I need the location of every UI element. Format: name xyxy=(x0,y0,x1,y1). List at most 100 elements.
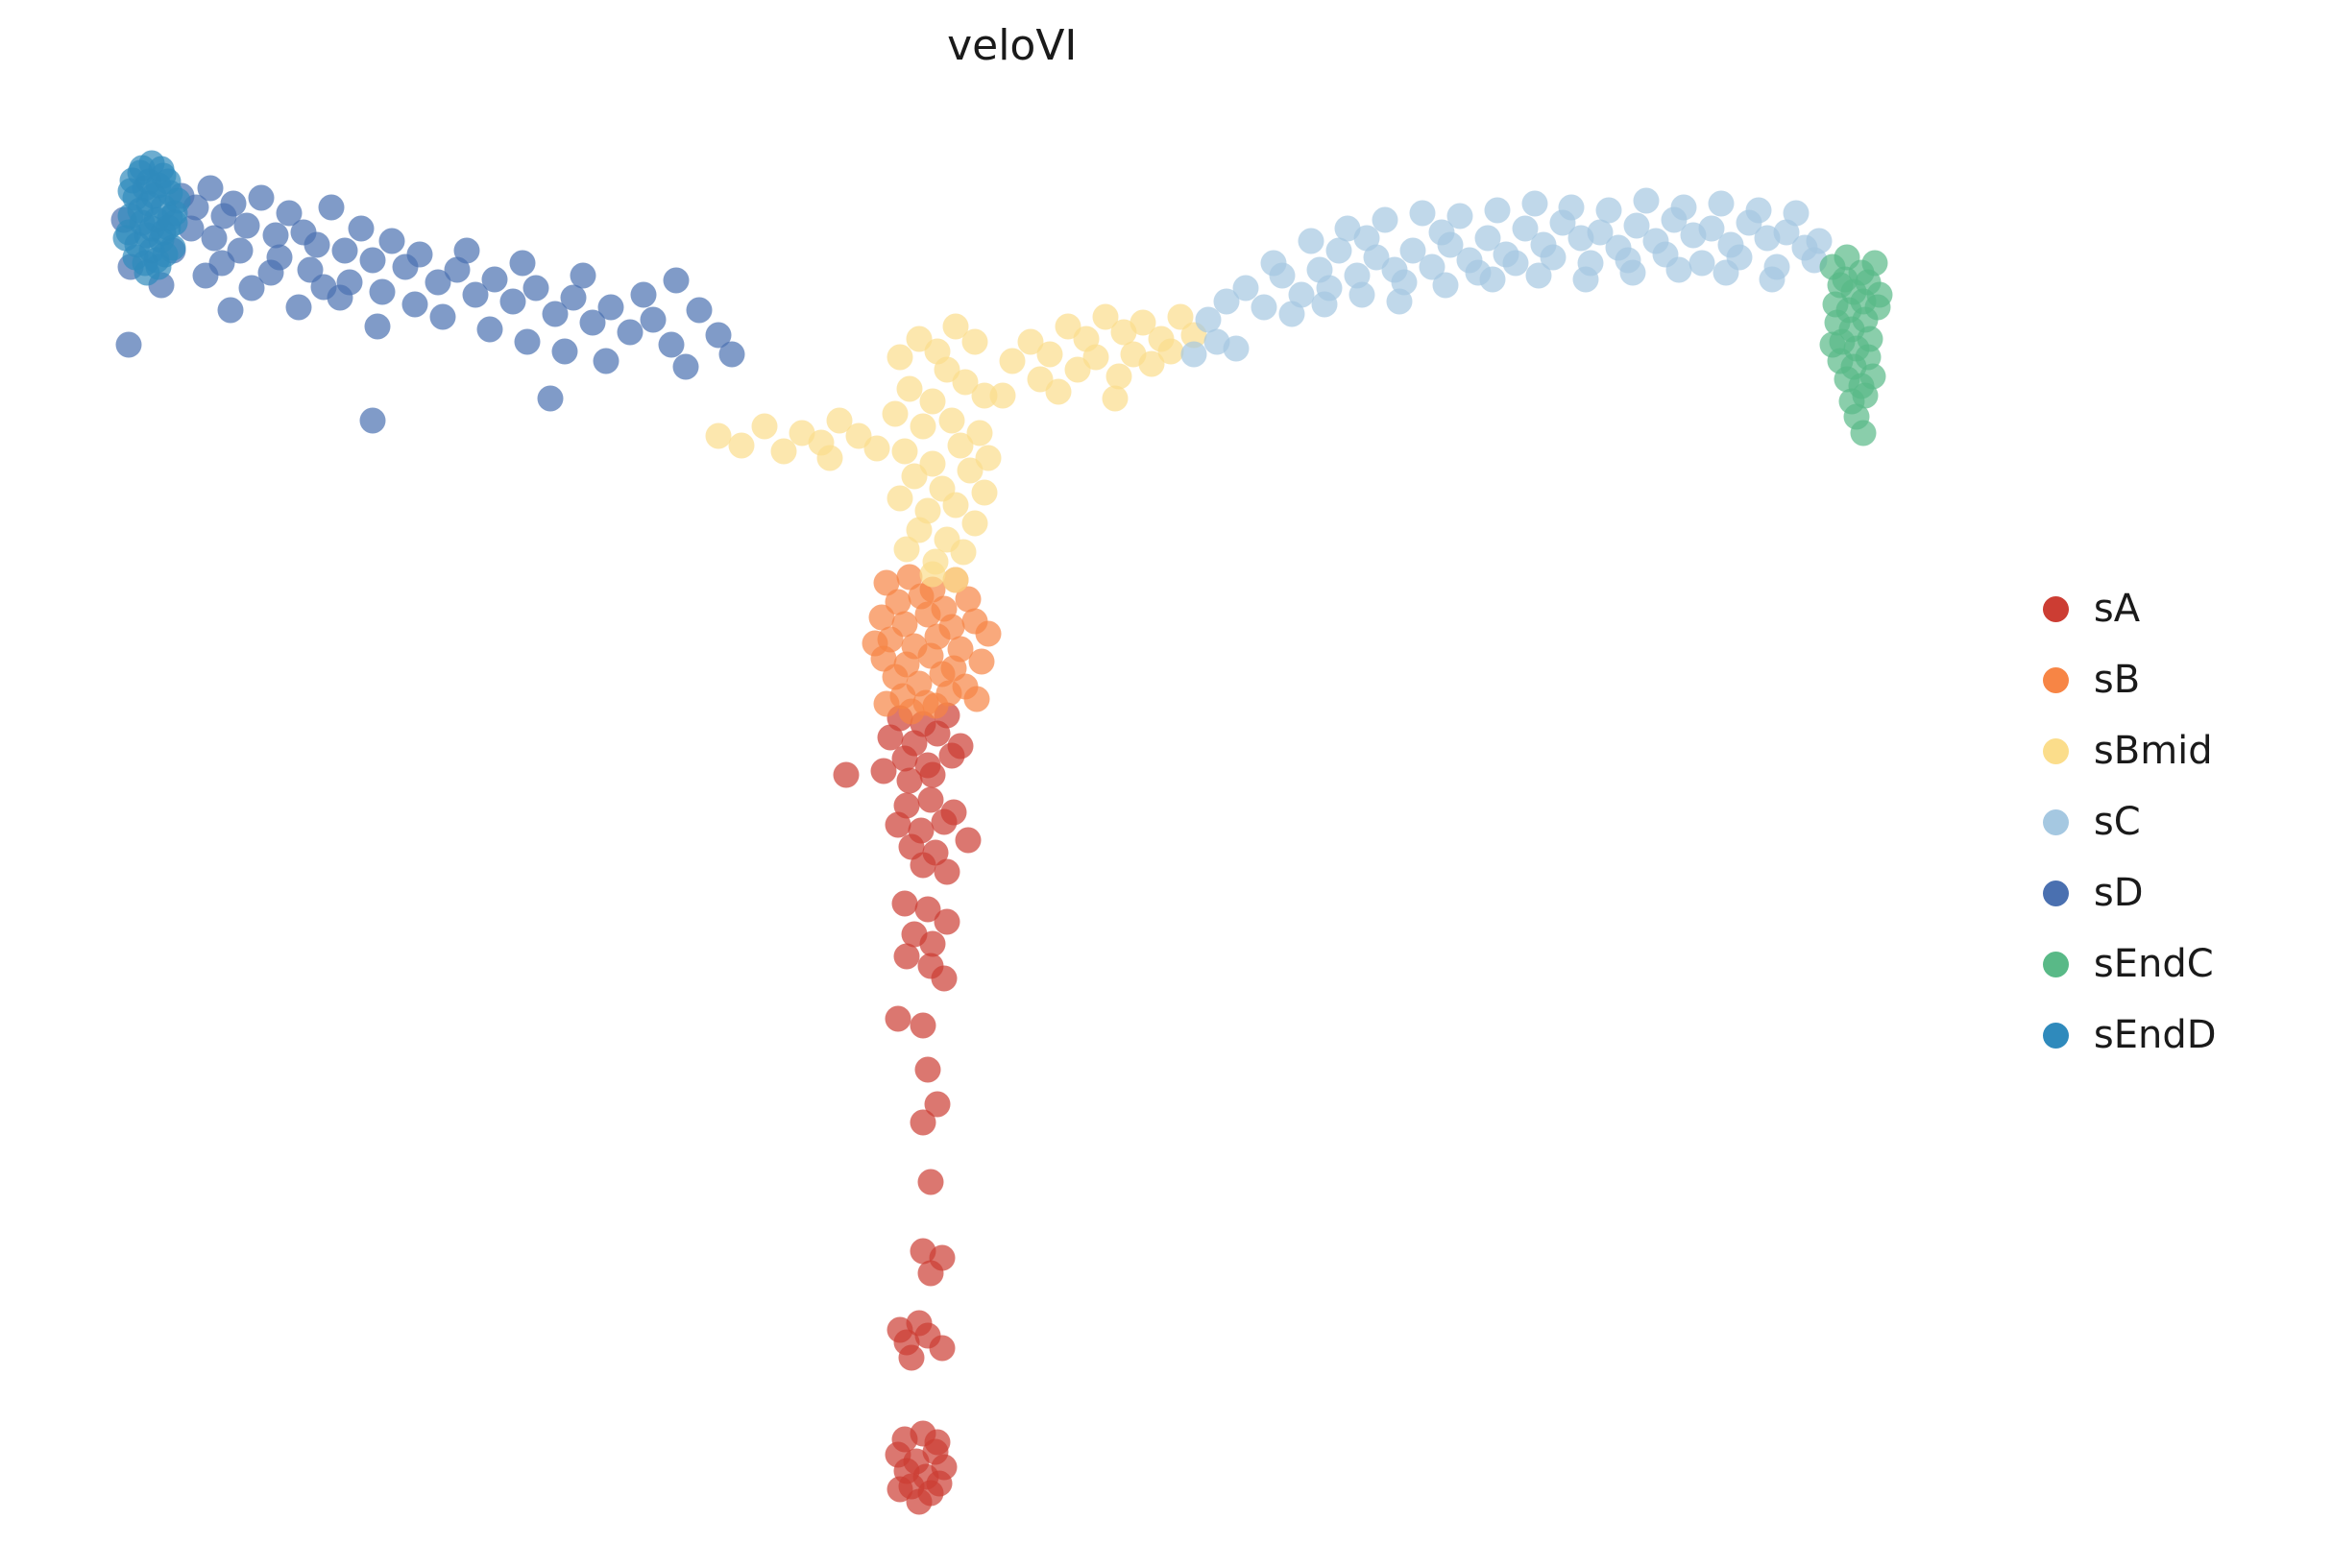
scatter-point-sBmid xyxy=(919,561,946,588)
scatter-point-sD xyxy=(248,184,275,211)
legend-swatch-icon xyxy=(2042,595,2069,622)
scatter-point-sA xyxy=(924,720,951,747)
legend-item-sEndD: sEndD xyxy=(2042,1012,2217,1058)
scatter-point-sB xyxy=(873,690,900,717)
legend: sA sB sBmid sC sD sEndC sEndD xyxy=(2042,587,2217,1058)
scatter-point-sA xyxy=(833,761,860,788)
scatter-point-sA xyxy=(893,943,920,970)
legend-item-sA: sA xyxy=(2042,587,2217,632)
scatter-point-sBmid xyxy=(957,457,984,484)
scatter-point-sD xyxy=(597,294,624,321)
scatter-point-sBmid xyxy=(896,375,923,402)
scatter-point-sA xyxy=(870,758,897,784)
scatter-point-sA xyxy=(914,1056,941,1083)
scatter-point-sC xyxy=(1670,194,1697,221)
scatter-point-sD xyxy=(718,341,745,368)
scatter-point-sBmid xyxy=(942,567,969,593)
scatter-point-sA xyxy=(896,767,923,794)
scatter-point-sD xyxy=(658,331,685,358)
scatter-point-sD xyxy=(233,212,260,239)
scatter-point-sC xyxy=(1311,291,1338,318)
scatter-point-sA xyxy=(919,761,946,788)
scatter-point-sC xyxy=(1484,197,1511,224)
scatter-point-sC xyxy=(1688,250,1715,277)
scatter-point-sA xyxy=(910,852,936,879)
scatter-point-sEndD xyxy=(129,155,156,181)
scatter-point-sD xyxy=(285,294,312,321)
scatter-point-sEndC xyxy=(1859,363,1886,390)
legend-label: sBmid xyxy=(2093,728,2213,773)
scatter-point-sA xyxy=(910,1109,936,1136)
scatter-point-sD xyxy=(310,274,337,301)
scatter-point-sA xyxy=(934,858,960,885)
scatter-point-sC xyxy=(1479,266,1506,293)
legend-label: sB xyxy=(2093,657,2141,702)
scatter-point-sBmid xyxy=(863,435,890,462)
scatter-point-sD xyxy=(201,225,228,252)
scatter-point-sB xyxy=(922,692,949,719)
scatter-point-sBmid xyxy=(1064,356,1091,383)
scatter-point-sC xyxy=(1260,250,1287,277)
scatter-point-sA xyxy=(955,827,982,854)
scatter-point-sA xyxy=(898,1344,925,1371)
chart-title: veloVI xyxy=(947,21,1078,70)
scatter-point-sD xyxy=(453,237,480,264)
legend-swatch-icon xyxy=(2042,1022,2069,1049)
scatter-point-sBmid xyxy=(989,382,1016,409)
scatter-point-sC xyxy=(1386,288,1413,315)
scatter-point-sBmid xyxy=(938,407,965,434)
scatter-point-sBmid xyxy=(887,344,913,371)
scatter-point-sBmid xyxy=(751,413,778,440)
scatter-point-sD xyxy=(262,222,288,249)
scatter-point-sA xyxy=(934,908,960,935)
scatter-point-sB xyxy=(862,630,887,657)
scatter-point-sD xyxy=(570,262,596,289)
scatter-point-sA xyxy=(931,965,958,992)
legend-label: sEndC xyxy=(2093,941,2214,986)
scatter-point-sC xyxy=(1223,335,1250,362)
scatter-point-sD xyxy=(686,297,713,324)
scatter-point-sB xyxy=(968,648,995,675)
scatter-point-sD xyxy=(551,338,578,365)
scatter-point-sEndC xyxy=(1850,420,1877,446)
scatter-point-sD xyxy=(364,313,391,340)
scatter-point-sD xyxy=(630,281,657,308)
legend-item-sBmid: sBmid xyxy=(2042,728,2217,774)
scatter-point-sB xyxy=(963,686,990,712)
scatter-point-sC xyxy=(1446,203,1473,229)
scatter-point-sBmid xyxy=(816,445,843,471)
scatter-point-sA xyxy=(929,1335,956,1362)
scatter-point-sD xyxy=(304,231,330,258)
scatter-point-sD xyxy=(331,237,358,264)
scatter-point-sA xyxy=(917,1260,944,1287)
scatter-point-sBmid xyxy=(1045,378,1072,405)
scatter-point-sC xyxy=(1745,197,1772,224)
scatter-point-sC xyxy=(1278,301,1305,327)
scatter-point-sD xyxy=(481,266,508,293)
scatter-point-sBmid xyxy=(891,438,918,465)
scatter-point-sA xyxy=(926,1470,953,1497)
scatter-point-sEndC xyxy=(1866,281,1893,308)
scatter-point-sEndD xyxy=(112,225,139,252)
scatter-point-sBmid xyxy=(961,328,988,355)
scatter-point-sEndC xyxy=(1819,331,1846,358)
scatter-point-sC xyxy=(1525,262,1552,289)
scatter-point-sC xyxy=(1348,281,1375,308)
scatter-point-sB xyxy=(898,698,925,725)
scatter-point-sD xyxy=(220,190,247,217)
scatter-point-sD xyxy=(522,275,549,302)
legend-item-sD: sD xyxy=(2042,871,2217,916)
scatter-point-sBmid xyxy=(910,413,936,440)
legend-item-sC: sC xyxy=(2042,799,2217,845)
legend-label: sC xyxy=(2093,799,2141,844)
scatter-point-sEndD xyxy=(143,247,170,274)
scatter-point-sBmid xyxy=(1105,363,1132,390)
scatter-point-sA xyxy=(931,808,958,835)
scatter-point-sD xyxy=(401,291,428,318)
scatter-point-sC xyxy=(1298,228,1324,254)
scatter-point-sBmid xyxy=(999,348,1026,374)
legend-label: sEndD xyxy=(2093,1012,2217,1057)
scatter-point-sD xyxy=(672,353,699,380)
scatter-point-sC xyxy=(1633,187,1660,214)
